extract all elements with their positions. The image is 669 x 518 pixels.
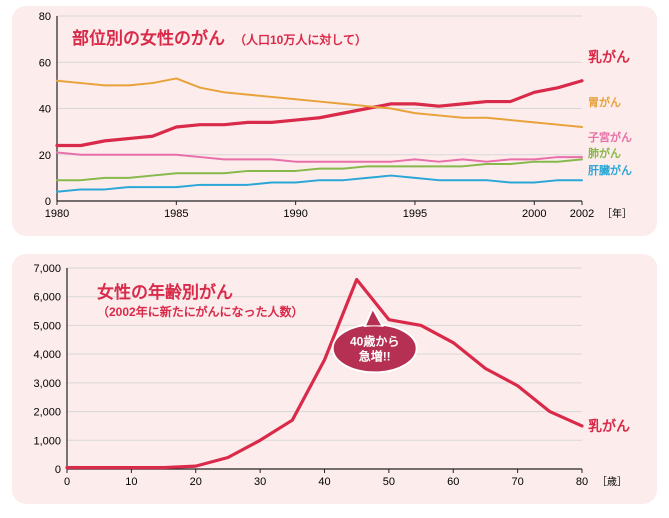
series-label: 肺がん [588,146,621,160]
x-tick-label: 50 [383,476,395,488]
y-tick-label: 0 [45,196,51,208]
x-tick-label: 20 [190,476,202,488]
y-tick-label: 1,000 [33,435,61,447]
x-tick-label: 1980 [45,208,69,220]
chart-subtitle: （2002年に新たにがんになった人数） [97,304,303,319]
x-tick-label: 30 [254,476,266,488]
x-tick-label: 1985 [164,208,188,220]
x-tick-label: 60 [447,476,459,488]
y-tick-label: 60 [39,57,51,69]
callout-text-2: 急増!! [359,348,391,363]
x-tick-label: 2000 [522,208,546,220]
y-tick-label: 40 [39,104,51,116]
series-line [57,152,582,161]
bottom-chart-panel: 0 1,000 2,000 3,000 4,000 5,000 6,000 7,000 0 10 2… [12,254,657,504]
y-tick-label: 80 [39,11,51,23]
y-tick-label: 5,000 [33,320,61,332]
y-tick-label: 0 [55,464,61,476]
x-tick-label: 10 [125,476,137,488]
y-tick-label: 2,000 [33,407,61,419]
x-axis-unit: ［年］ [602,207,632,220]
series-line [57,81,582,146]
series-label: 乳がん [588,49,630,65]
chart-title: 女性の年齢別がん [97,282,233,302]
x-axis-unit: ［歳］ [597,476,627,488]
x-tick-label: 40 [318,476,330,488]
y-tick-label: 6,000 [33,292,61,304]
chart-title: 部位別の女性のがん [72,28,225,48]
series-label: 乳がん [588,418,630,434]
bottom-chart-svg: 0 1,000 2,000 3,000 4,000 5,000 6,000 7,000 0 10 2… [12,254,657,504]
y-tick-label: 3,000 [33,378,61,390]
top-chart-svg: 0 20 40 60 80 1980 1985 1990 1995 2000 2002 ［年］ 乳がん胃… [12,6,657,236]
x-tick-label: 80 [576,476,588,488]
y-tick-label: 7,000 [33,263,61,275]
series-label: 肝臓がん [588,163,632,177]
x-tick-label: 70 [512,476,524,488]
x-tick-label: 2002 [570,208,594,220]
series-label: 子宮がん [588,130,632,144]
y-tick-label: 4,000 [33,349,61,361]
top-chart-panel: 0 20 40 60 80 1980 1985 1990 1995 2000 2002 ［年］ 乳がん胃… [12,6,657,236]
series-label: 胃がん [588,95,621,109]
x-tick-label: 1990 [283,208,307,220]
x-tick-label: 1995 [403,208,427,220]
y-tick-label: 20 [39,150,51,162]
x-tick-label: 0 [64,476,70,488]
callout-text-1: 40歳から [350,333,399,348]
chart-subtitle: （人口10万人に対して） [234,32,367,47]
